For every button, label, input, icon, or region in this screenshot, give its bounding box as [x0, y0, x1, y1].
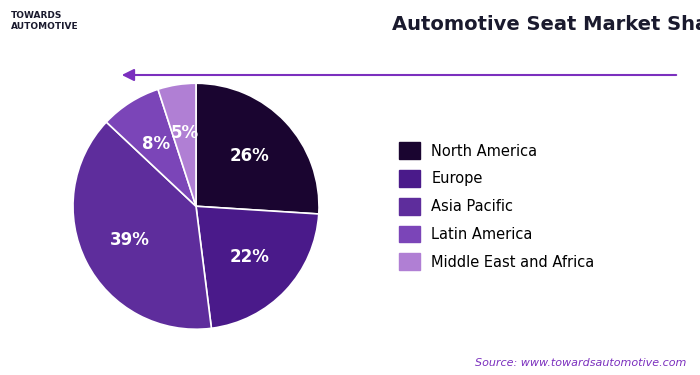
Wedge shape — [158, 83, 196, 206]
Text: 39%: 39% — [111, 231, 150, 249]
Text: 8%: 8% — [142, 135, 171, 153]
Legend: North America, Europe, Asia Pacific, Latin America, Middle East and Africa: North America, Europe, Asia Pacific, Lat… — [399, 142, 594, 270]
Text: 5%: 5% — [170, 124, 199, 142]
Wedge shape — [106, 89, 196, 206]
Wedge shape — [196, 206, 318, 328]
Text: Automotive Seat Market Share, By Region, 2023 (%): Automotive Seat Market Share, By Region,… — [392, 15, 700, 34]
Text: 26%: 26% — [230, 147, 270, 165]
Wedge shape — [73, 122, 211, 329]
Text: Source: www.towardsautomotive.com: Source: www.towardsautomotive.com — [475, 357, 686, 368]
Text: 22%: 22% — [230, 248, 270, 266]
Wedge shape — [196, 83, 319, 214]
Text: TOWARDS
AUTOMOTIVE: TOWARDS AUTOMOTIVE — [10, 11, 78, 32]
